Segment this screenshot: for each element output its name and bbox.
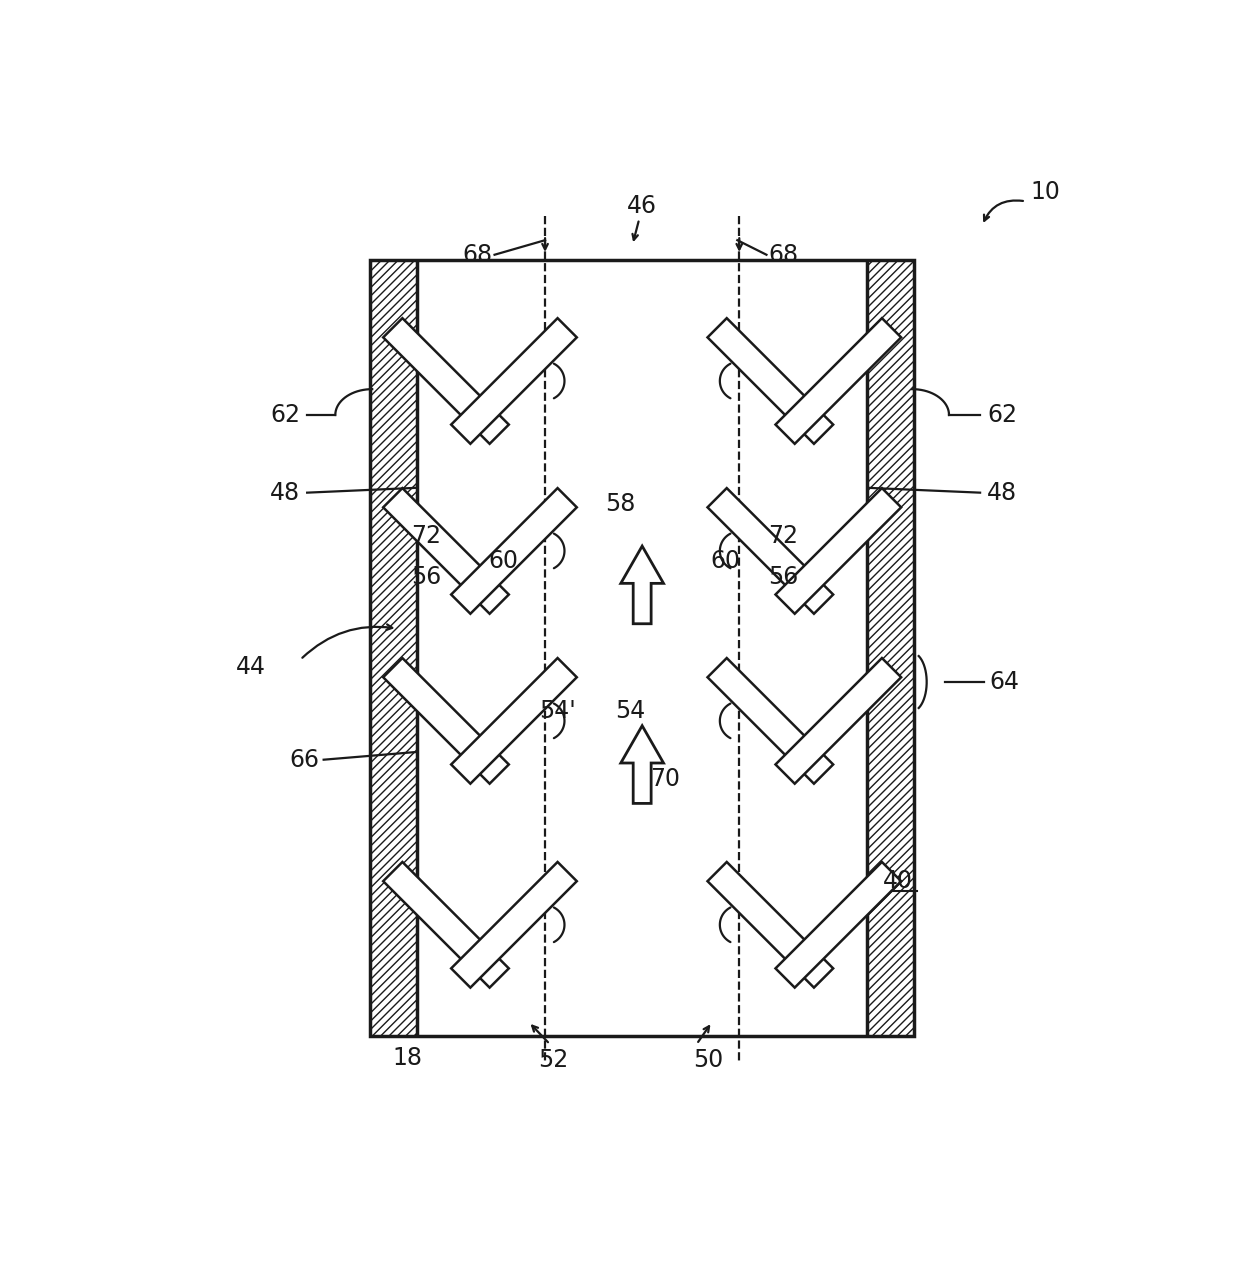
Text: 40: 40 [883,870,913,894]
Polygon shape [451,659,576,784]
Polygon shape [776,862,901,987]
Text: 54: 54 [615,699,645,723]
Text: 10: 10 [1031,179,1060,204]
Polygon shape [383,488,509,614]
Text: 62: 62 [987,403,1017,427]
Text: 44: 44 [236,656,266,680]
Text: 48: 48 [271,480,301,504]
Polygon shape [708,862,833,987]
Polygon shape [708,659,833,784]
Text: 54': 54' [539,699,576,723]
Text: 18: 18 [392,1045,422,1069]
Text: 64: 64 [990,670,1020,694]
Polygon shape [451,488,576,614]
Bar [867,259,915,1036]
Bar [371,259,417,1036]
Text: 72: 72 [411,525,441,549]
Polygon shape [776,659,901,784]
Text: 56: 56 [411,565,441,589]
Text: 60: 60 [489,549,519,573]
Polygon shape [620,726,664,804]
Text: 62: 62 [271,403,301,427]
Polygon shape [620,546,664,623]
Polygon shape [383,319,509,444]
Text: 72: 72 [768,525,798,549]
Polygon shape [776,319,901,444]
Text: 58: 58 [605,492,635,516]
Text: 68: 68 [462,243,492,267]
Text: 48: 48 [987,480,1017,504]
Text: 70: 70 [650,767,680,791]
Text: 66: 66 [289,748,320,772]
Text: 52: 52 [538,1048,568,1072]
Polygon shape [383,862,509,987]
Polygon shape [776,488,901,614]
Text: 60: 60 [710,549,741,573]
Text: 56: 56 [768,565,798,589]
Text: 46: 46 [628,195,657,219]
Text: 68: 68 [768,243,798,267]
Polygon shape [708,319,833,444]
Text: 50: 50 [693,1048,723,1072]
Bar [371,259,915,1036]
Polygon shape [451,862,576,987]
Polygon shape [451,319,576,444]
Polygon shape [383,659,509,784]
Polygon shape [708,488,833,614]
